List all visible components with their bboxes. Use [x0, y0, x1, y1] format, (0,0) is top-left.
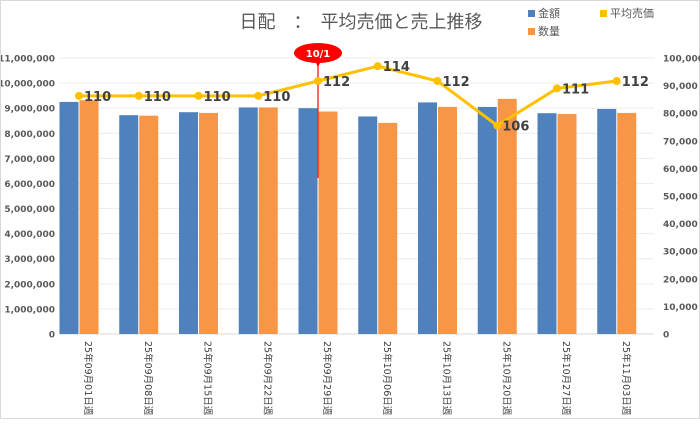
data-label: 110 — [84, 90, 111, 105]
x-tick-label: 25年10月27日週 — [560, 341, 572, 416]
legend-swatch — [600, 10, 607, 17]
x-tick-label: 25年09月01日週 — [82, 341, 94, 416]
bar-金額 — [298, 108, 318, 334]
bar-金額 — [537, 113, 557, 334]
line-point — [134, 91, 143, 100]
bar-数量 — [199, 112, 218, 334]
line-point — [75, 91, 83, 100]
x-tick-label: 25年10月06日週 — [381, 341, 393, 416]
data-label: 112 — [323, 75, 350, 90]
x-tick-label: 25年11月03日週 — [620, 341, 632, 416]
data-label: 112 — [443, 75, 470, 90]
bar-数量 — [497, 98, 517, 335]
line-point — [493, 121, 502, 130]
legend-label: 平均売価 — [610, 7, 654, 20]
data-label: 112 — [622, 75, 649, 90]
right-tick-label: 100,000 — [663, 55, 700, 65]
line-point — [433, 77, 442, 85]
line-point — [373, 62, 382, 71]
right-axis: 0 10,000 20,000 30,000 40,000 50,000 60,000 70,… — [663, 55, 700, 341]
left-tick-label: 10,000,000 — [1, 80, 55, 90]
right-tick-label: 90,000 — [663, 82, 698, 92]
right-tick-label: 50,000 — [663, 193, 698, 203]
left-tick-label: 6,000,000 — [4, 180, 55, 190]
left-tick-label: 2,000,000 — [4, 280, 55, 290]
data-label: 110 — [204, 90, 231, 105]
bars — [59, 98, 637, 335]
bar-金額 — [59, 101, 79, 334]
legend-label: 数量 — [538, 25, 560, 38]
line-point — [314, 77, 322, 85]
line-point — [254, 91, 263, 100]
data-label: 111 — [562, 82, 589, 97]
chart-title: 日配 ： 平均売価と売上推移 — [240, 12, 483, 33]
data-label: 114 — [383, 60, 410, 75]
left-axis: 0 1,000,000 2,000,000 3,000,000 4,000,000 5,0… — [0, 55, 55, 341]
annotation-bubble — [294, 43, 342, 63]
bar-数量 — [378, 122, 398, 334]
right-tick-label: 40,000 — [663, 220, 698, 230]
left-tick-label: 9,000,000 — [4, 105, 55, 115]
left-tick-label: 8,000,000 — [4, 130, 55, 140]
bar-数量 — [617, 112, 637, 334]
bar-金額 — [597, 108, 617, 335]
legend-swatch — [528, 28, 535, 35]
legend-label: 金額 — [538, 6, 560, 20]
x-axis-labels: 25年09月01日週 25年09月08日週 25年09月15日週 25年09月22日週… — [82, 341, 632, 416]
line-point — [553, 84, 561, 93]
line-series: 110 110 110 110 112 114 112 106 111 112 — [75, 60, 649, 135]
legend-swatch — [528, 10, 535, 17]
right-tick-label: 70,000 — [663, 137, 698, 147]
bar-金額 — [238, 107, 258, 334]
left-tick-label: 5,000,000 — [4, 205, 55, 215]
right-tick-label: 80,000 — [663, 110, 698, 120]
bar-数量 — [557, 114, 577, 334]
bar-金額 — [418, 102, 437, 334]
bar-金額 — [358, 116, 378, 334]
right-tick-label: 60,000 — [663, 165, 698, 175]
bar-金額 — [179, 112, 198, 334]
x-tick-label: 25年09月15日週 — [202, 341, 214, 416]
left-tick-label: 0 — [49, 331, 55, 341]
bar-数量 — [79, 100, 99, 334]
bar-金額 — [119, 115, 139, 334]
left-tick-label: 1,000,000 — [4, 305, 55, 315]
line-point — [194, 91, 203, 100]
annotation-label: 10/1 — [306, 49, 331, 60]
line-平均売価 — [79, 64, 617, 128]
data-label: 110 — [263, 90, 290, 105]
x-tick-label: 25年09月08日週 — [142, 341, 154, 416]
left-tick-label: 3,000,000 — [4, 255, 55, 265]
bar-数量 — [139, 115, 159, 335]
x-tick-label: 25年10月13日週 — [441, 341, 453, 416]
right-tick-label: 10,000 — [663, 303, 698, 313]
bar-金額 — [477, 106, 497, 334]
line-point — [612, 77, 621, 85]
right-tick-label: 30,000 — [663, 248, 698, 258]
x-tick-label: 25年10月20日週 — [500, 341, 512, 416]
data-label: 110 — [144, 90, 171, 105]
bar-数量 — [258, 107, 278, 335]
left-tick-label: 11,000,000 — [1, 55, 55, 65]
left-tick-label: 7,000,000 — [4, 155, 55, 165]
data-label: 106 — [502, 120, 529, 135]
x-tick-label: 25年09月29日週 — [321, 341, 333, 416]
right-tick-label: 0 — [663, 331, 669, 341]
bar-数量 — [438, 106, 457, 335]
bar-数量 — [318, 111, 338, 334]
right-tick-label: 20,000 — [663, 275, 698, 285]
x-tick-label: 25年09月22日週 — [261, 341, 273, 416]
left-tick-label: 4,000,000 — [4, 230, 55, 240]
